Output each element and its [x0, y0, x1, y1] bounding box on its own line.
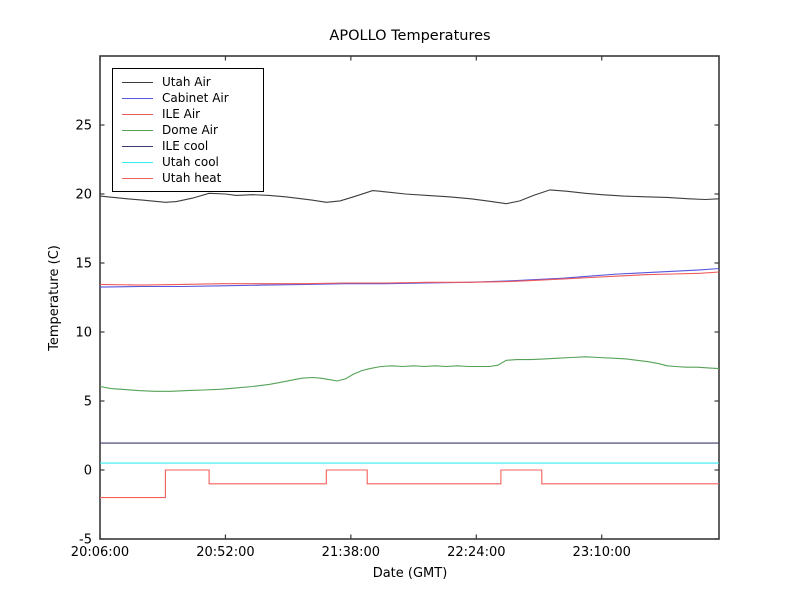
legend-label: Utah cool — [162, 155, 219, 169]
x-tick-label: 20:06:00 — [71, 545, 129, 560]
legend-item-cabinet-air: Cabinet Air — [113, 90, 263, 106]
legend-item-utah-heat: Utah heat — [113, 170, 263, 186]
legend-item-utah-air: Utah Air — [113, 74, 263, 90]
x-tick-label: 21:38:00 — [322, 545, 380, 560]
axes-layer: 20:06:00 20:52:00 21:38:00 22:24:00 23:10:00… — [71, 55, 720, 560]
series-line-dome-air — [99, 356, 720, 392]
series-line-ile-air — [99, 271, 720, 286]
legend-label: Dome Air — [162, 123, 218, 137]
x-axis-label: Date (GMT) — [373, 566, 448, 581]
legend-line-sample — [122, 161, 153, 163]
y-tick-label: 15 — [75, 257, 92, 272]
legend-label: ILE cool — [162, 139, 209, 153]
plot-frame — [99, 55, 720, 540]
legend-label: ILE Air — [162, 107, 201, 121]
y-tick-label: 20 — [75, 188, 92, 203]
x-tick-label: 22:24:00 — [447, 545, 505, 560]
series-line-utah-air — [99, 189, 720, 205]
y-tick-label: 10 — [75, 326, 92, 341]
y-tick-label: -5 — [79, 533, 92, 548]
legend-line-sample — [122, 177, 153, 179]
legend-label: Cabinet Air — [162, 91, 229, 105]
y-tick-label: 25 — [75, 119, 92, 134]
x-tick-label: 20:52:00 — [196, 545, 254, 560]
series-line-utah-heat — [100, 469, 719, 499]
legend-line-sample — [122, 113, 153, 115]
legend-line-sample — [122, 129, 153, 131]
legend-line-sample — [122, 81, 153, 83]
y-axis-label: Temperature (C) — [47, 245, 62, 352]
legend-label: Utah heat — [162, 171, 222, 185]
legend-line-sample — [122, 97, 153, 99]
legend-item-dome-air: Dome Air — [113, 122, 263, 138]
legend-item-ile-cool: ILE cool — [113, 138, 263, 154]
legend-item-utah-cool: Utah cool — [113, 154, 263, 170]
y-tick-label: 0 — [84, 464, 92, 479]
legend-label: Utah Air — [162, 75, 211, 89]
legend-line-sample — [122, 145, 153, 147]
chart-title: APOLLO Temperatures — [329, 28, 490, 44]
x-tick-label: 23:10:00 — [573, 545, 631, 560]
series-layer — [99, 189, 720, 499]
y-tick-label: 5 — [84, 395, 92, 410]
legend-item-ile-air: ILE Air — [113, 106, 263, 122]
legend-box: Utah Air Cabinet Air ILE Air Dome Air ILE co… — [112, 68, 264, 192]
